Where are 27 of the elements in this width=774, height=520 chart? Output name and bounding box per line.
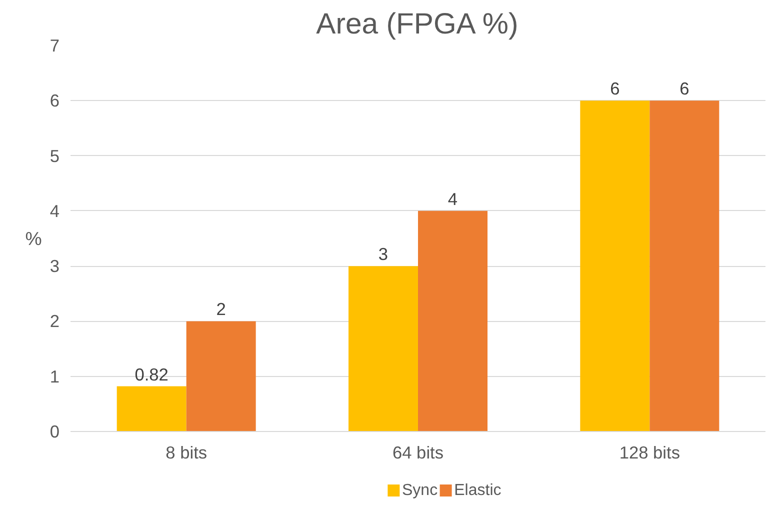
x-tick-label: 128 bits xyxy=(619,442,680,462)
chart-title: Area (FPGA %) xyxy=(316,8,518,40)
data-label: 6 xyxy=(610,78,620,99)
y-tick-label: 0 xyxy=(50,422,60,442)
data-label: 6 xyxy=(680,78,690,99)
data-label: 2 xyxy=(216,299,226,320)
legend-label: Sync xyxy=(402,482,438,499)
data-label: 4 xyxy=(448,188,458,209)
y-tick-label: 3 xyxy=(50,256,60,276)
y-tick-label: 4 xyxy=(50,200,60,221)
y-tick-label: 5 xyxy=(50,146,60,166)
y-tick-label: 7 xyxy=(50,36,60,56)
bar xyxy=(116,386,186,432)
x-tick-label: 8 bits xyxy=(166,442,208,462)
bar xyxy=(186,321,256,432)
legend-label: Elastic xyxy=(454,482,502,499)
bar xyxy=(650,100,720,432)
y-tick-label: 2 xyxy=(50,311,60,332)
y-tick-label: 6 xyxy=(50,90,60,111)
y-tick-label: 1 xyxy=(50,366,60,386)
bar xyxy=(580,100,650,432)
x-tick-label: 64 bits xyxy=(392,442,444,462)
bar xyxy=(418,210,488,432)
data-label: 0.82 xyxy=(134,364,168,384)
data-label: 3 xyxy=(378,244,388,264)
y-axis-title: % xyxy=(25,228,42,249)
bar xyxy=(348,266,418,432)
